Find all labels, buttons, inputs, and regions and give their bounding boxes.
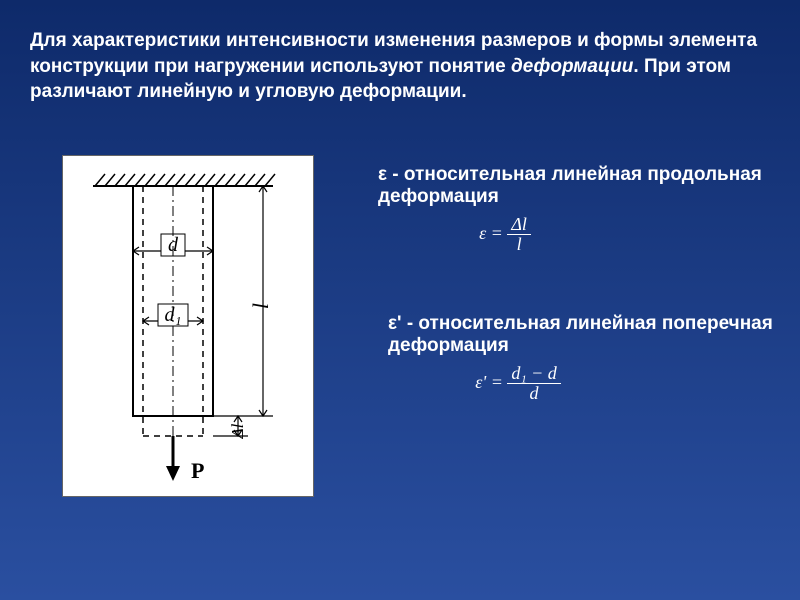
label-l: l	[248, 303, 273, 309]
formula-epsilon: ε = Δl l	[460, 215, 550, 254]
label-P: P	[191, 458, 204, 483]
formula1-fraction: Δl l	[507, 215, 531, 254]
label-dl: Δl	[228, 423, 247, 439]
formula1-lhs: ε	[479, 223, 486, 243]
formula2-num: d₁ − d	[507, 364, 560, 384]
deformation-diagram: d d₁ l Δl P	[62, 155, 314, 497]
definition-epsilon: ε - относительная линейная продольная де…	[378, 164, 778, 208]
intro-text: Для характеристики интенсивности изменен…	[30, 28, 770, 105]
formula2-den: d	[507, 384, 560, 403]
diagram-svg: d d₁ l Δl P	[63, 156, 313, 496]
formula1-den: l	[507, 235, 531, 254]
intro-emph: деформации	[511, 56, 633, 77]
equals: =	[491, 223, 508, 243]
definition-epsilon-prime: ε' - относительная линейная поперечная д…	[388, 313, 788, 357]
formula2-lhs: ε'	[475, 372, 486, 392]
equals: =	[491, 372, 508, 392]
formula-epsilon-prime: ε' = d₁ − d d	[458, 364, 578, 403]
formula2-fraction: d₁ − d d	[507, 364, 560, 403]
formula1-num: Δl	[507, 215, 531, 235]
